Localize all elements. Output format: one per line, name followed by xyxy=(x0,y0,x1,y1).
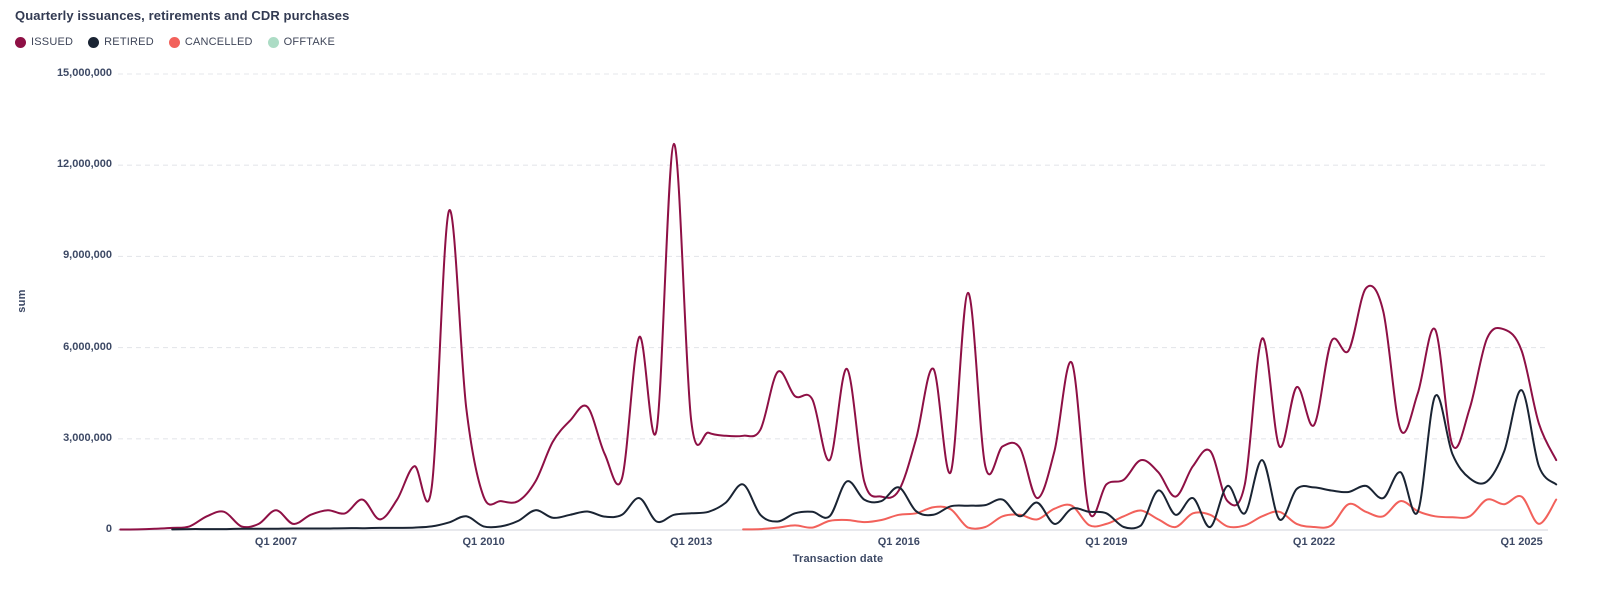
cancelled-legend-dot-icon xyxy=(168,36,180,48)
x-tick-label: Q1 2025 xyxy=(1500,536,1543,548)
x-axis-title: Transaction date xyxy=(792,553,884,565)
cancelled-line xyxy=(742,494,1558,531)
legend-item-cancelled[interactable]: CANCELLED xyxy=(168,36,253,48)
x-tick-label: Q1 2010 xyxy=(462,536,505,548)
legend-item-issued[interactable]: ISSUED xyxy=(15,36,73,48)
retired-line xyxy=(171,389,1558,531)
y-tick-label: 6,000,000 xyxy=(63,340,112,353)
chart-title: Quarterly issuances, retirements and CDR… xyxy=(15,8,350,23)
x-tick-label: Q1 2022 xyxy=(1292,536,1336,548)
y-tick-label: 9,000,000 xyxy=(63,249,112,262)
issued-line xyxy=(119,142,1558,531)
legend: ISSUED RETIRED CANCELLED OFFTAKE xyxy=(15,36,335,48)
y-tick-label: 15,000,000 xyxy=(56,67,112,79)
x-tick-label: Q1 2019 xyxy=(1085,536,1128,548)
y-tick-label: 12,000,000 xyxy=(56,158,112,171)
issued-legend-dot-icon xyxy=(15,36,26,48)
legend-label: OFFTAKE xyxy=(283,36,335,48)
x-tick-label: Q1 2016 xyxy=(877,536,920,548)
offtake-legend-dot-icon xyxy=(267,36,279,48)
legend-item-offtake[interactable]: OFFTAKE xyxy=(267,36,335,48)
legend-item-retired[interactable]: RETIRED xyxy=(88,36,154,48)
y-tick-label: 3,000,000 xyxy=(63,431,112,444)
legend-label: CANCELLED xyxy=(184,36,253,48)
y-axis-title: sum xyxy=(16,289,28,313)
legend-label: ISSUED xyxy=(31,36,74,48)
y-tick-label: 0 xyxy=(105,523,112,535)
legend-label: RETIRED xyxy=(104,36,154,48)
x-tick-label: Q1 2007 xyxy=(254,536,298,548)
retired-legend-dot-icon xyxy=(88,36,100,48)
x-tick-label: Q1 2013 xyxy=(670,536,713,548)
